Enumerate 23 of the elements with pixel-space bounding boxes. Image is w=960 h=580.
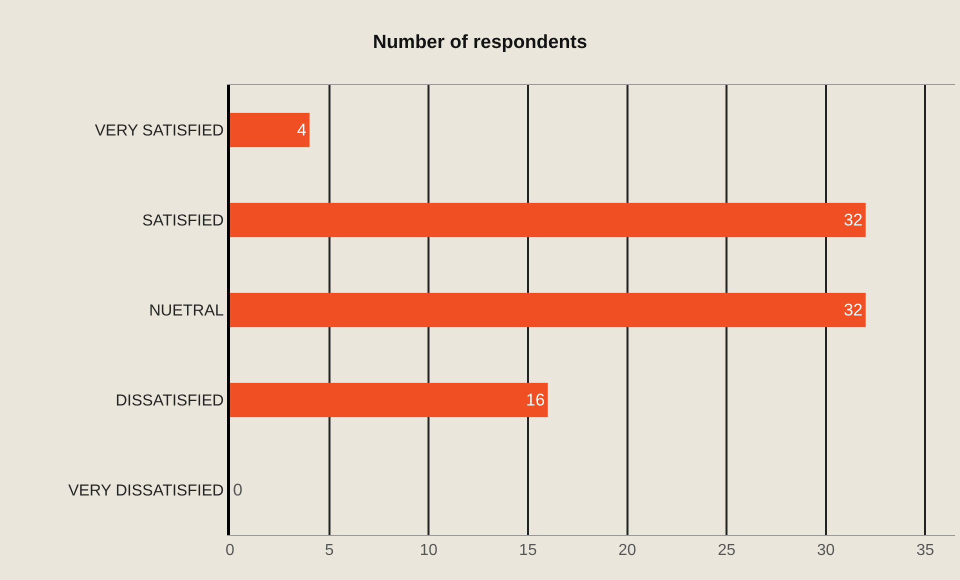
data-label: 32 — [844, 300, 863, 320]
bar — [230, 202, 866, 238]
x-tick-label: 25 — [718, 542, 736, 560]
data-label: 16 — [526, 390, 545, 410]
y-tick-label: SATISFIED — [142, 212, 224, 230]
y-tick-label: DISSATISFIED — [116, 392, 224, 410]
x-tick-label: 30 — [816, 542, 835, 560]
x-tick-label: 35 — [916, 542, 934, 560]
y-tick-label: NUETRAL — [149, 302, 224, 320]
bar — [230, 382, 548, 418]
chart-title: Number of respondents — [372, 32, 588, 54]
data-label: 4 — [296, 120, 306, 140]
x-tick-label: 15 — [519, 542, 537, 560]
data-label: 0 — [233, 480, 242, 500]
x-tick-label: 0 — [226, 542, 235, 560]
bar — [230, 292, 866, 328]
x-tick-label: 5 — [324, 542, 334, 560]
data-label: 32 — [844, 210, 863, 230]
y-tick-label: VERY DISSATISFIED — [68, 482, 224, 500]
x-tick-label: 20 — [618, 542, 636, 560]
x-tick-label: 10 — [420, 542, 438, 560]
y-tick-label: VERY SATISFIED — [94, 122, 224, 140]
bar — [230, 112, 310, 148]
